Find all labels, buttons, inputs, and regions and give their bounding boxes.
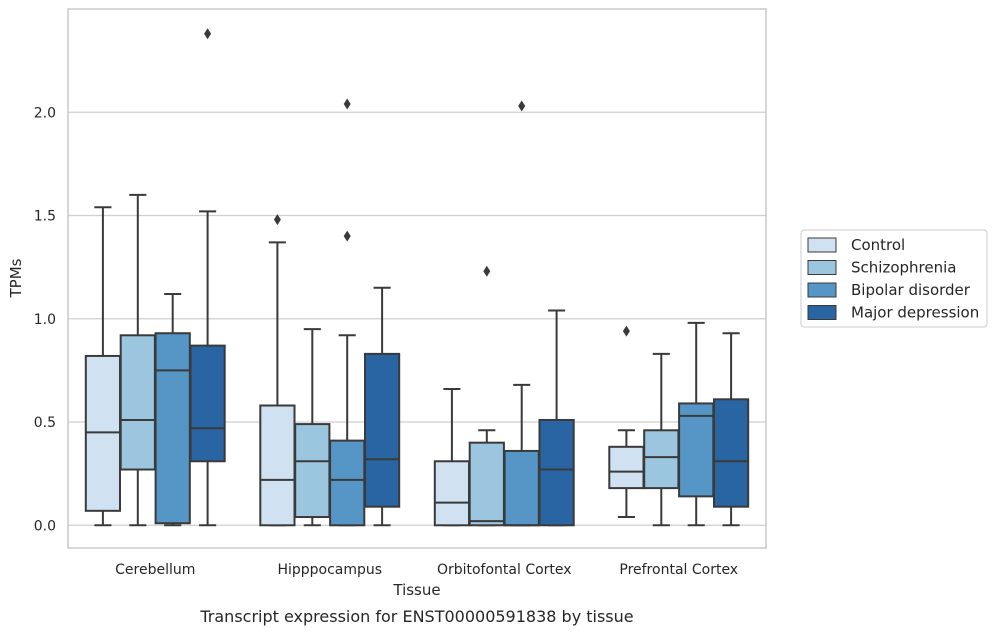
iqr-box xyxy=(189,344,226,463)
outlier-point xyxy=(343,98,351,110)
box-groups xyxy=(84,28,750,527)
iqr-box xyxy=(259,404,296,527)
iqr-box xyxy=(643,429,680,490)
box-schizophrenia xyxy=(468,265,505,527)
box-bipolar-disorder xyxy=(154,292,191,527)
legend-swatch xyxy=(807,260,837,275)
box-control xyxy=(608,325,645,519)
box-bipolar-disorder xyxy=(503,100,540,527)
y-tick-label: 0.0 xyxy=(34,518,56,534)
outlier-point xyxy=(622,325,630,337)
y-tick-labels: 0.0 0.5 1.0 1.5 2.0 xyxy=(34,105,56,534)
iqr-box xyxy=(294,423,331,519)
legend-entry: Control xyxy=(851,236,905,254)
iqr-box xyxy=(503,449,540,527)
iqr-box xyxy=(712,398,750,508)
box-schizophrenia xyxy=(119,193,156,527)
outlier-point xyxy=(343,230,351,242)
outlier-point xyxy=(273,214,281,226)
iqr-box xyxy=(329,439,366,527)
outlier-point xyxy=(518,100,526,112)
iqr-box xyxy=(433,460,471,527)
box-bipolar-disorder xyxy=(678,321,715,527)
plot-border xyxy=(67,8,767,549)
legend-entry: Major depression xyxy=(851,304,979,322)
x-tick-label: Hipppocampus xyxy=(277,562,382,578)
iqr-box xyxy=(84,354,122,512)
x-tick-label: Orbitofontal Cortex xyxy=(437,562,572,578)
chart-caption: Transcript expression for ENST0000059183… xyxy=(199,607,633,626)
iqr-box xyxy=(608,445,645,490)
box-schizophrenia xyxy=(643,352,680,527)
box-control xyxy=(259,214,296,527)
box-control xyxy=(84,206,122,527)
x-tick-label: Prefrontal Cortex xyxy=(619,562,738,578)
iqr-box xyxy=(363,352,401,508)
iqr-box xyxy=(119,334,156,471)
box-major-depression xyxy=(363,286,401,527)
iqr-box xyxy=(538,418,575,527)
legend-frame xyxy=(800,229,988,328)
iqr-box xyxy=(154,332,191,525)
x-tick-label: Cerebellum xyxy=(115,562,195,578)
legend-entry: Bipolar disorder xyxy=(851,281,971,299)
box-major-depression xyxy=(538,309,575,527)
y-tick-label: 1.0 xyxy=(34,312,56,328)
y-axis-label: TPMs xyxy=(7,258,25,298)
x-axis-label: Tissue xyxy=(392,581,440,599)
legend-swatch xyxy=(807,237,837,253)
plot-frame xyxy=(67,8,767,549)
box-control xyxy=(433,387,471,527)
y-tick-label: 2.0 xyxy=(34,105,56,121)
y-tick-label: 0.5 xyxy=(34,415,56,431)
iqr-box xyxy=(678,402,715,498)
x-tick-labels: Cerebellum Hipppocampus Orbitofontal Corte… xyxy=(115,562,738,578)
legend: Control Schizophrenia Bipolar disorder Majo… xyxy=(800,229,988,328)
box-schizophrenia xyxy=(294,328,331,527)
y-tick-label: 1.5 xyxy=(34,209,56,225)
iqr-box xyxy=(468,441,505,527)
outlier-point xyxy=(204,28,212,40)
box-major-depression xyxy=(712,332,750,527)
box-bipolar-disorder xyxy=(329,98,366,527)
legend-entry: Schizophrenia xyxy=(851,259,956,277)
legend-swatch xyxy=(807,305,837,320)
box-major-depression xyxy=(189,28,226,527)
legend-swatch xyxy=(807,282,837,298)
outlier-point xyxy=(483,265,491,277)
